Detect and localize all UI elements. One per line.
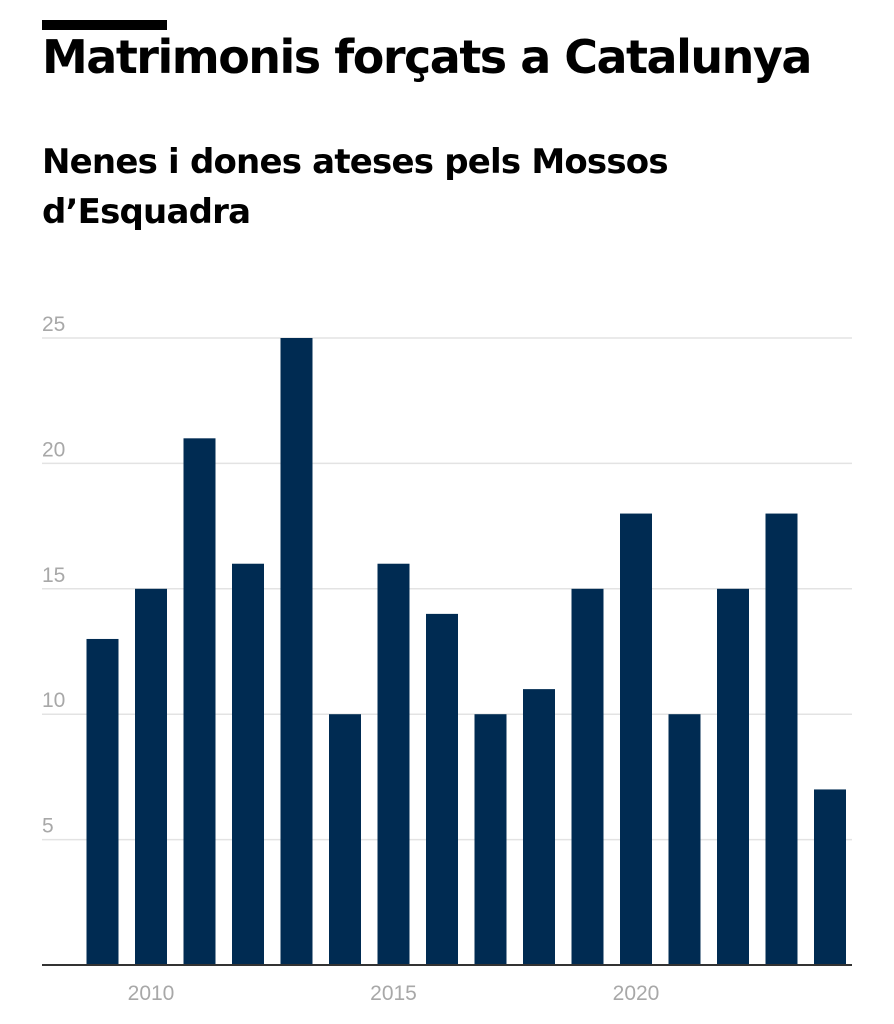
bar-2019 — [571, 588, 604, 965]
bar-2012 — [232, 563, 264, 965]
y-tick-label: 10 — [42, 689, 65, 712]
bar-2011 — [183, 438, 216, 965]
y-tick-label: 25 — [42, 313, 65, 336]
bar-2020 — [620, 513, 652, 965]
bar-2010 — [135, 588, 167, 965]
y-tick-label: 20 — [42, 438, 65, 461]
bar-2023 — [765, 513, 798, 965]
x-axis-ticks: 2010 2015 2020 — [128, 982, 660, 1005]
bar-2015 — [377, 563, 410, 965]
y-tick-label: 5 — [42, 815, 54, 838]
bar-2014 — [329, 714, 361, 965]
bar-2018 — [523, 689, 555, 965]
y-tick-label: 15 — [42, 564, 65, 587]
bar-2013 — [280, 338, 313, 965]
bar-2009 — [86, 638, 119, 965]
x-tick-label: 2010 — [128, 982, 175, 1005]
page-title: Matrimonis forçats a Catalunya — [42, 30, 812, 84]
bar-2022 — [717, 588, 749, 965]
bar-chart: 5 10 15 20 25 2010 2015 2020 — [42, 313, 852, 1005]
bar-2024 — [814, 789, 846, 965]
bar-2021 — [668, 714, 701, 965]
x-tick-label: 2020 — [613, 982, 660, 1005]
bar-2017 — [474, 714, 507, 965]
bars — [86, 338, 846, 965]
header-rule — [42, 20, 167, 30]
chart-subtitle: Nenes i dones ateses pels Mossos d’Esqua… — [42, 142, 669, 232]
y-axis-ticks: 5 10 15 20 25 — [42, 313, 65, 838]
bar-2016 — [426, 613, 458, 965]
x-tick-label: 2015 — [370, 982, 417, 1005]
